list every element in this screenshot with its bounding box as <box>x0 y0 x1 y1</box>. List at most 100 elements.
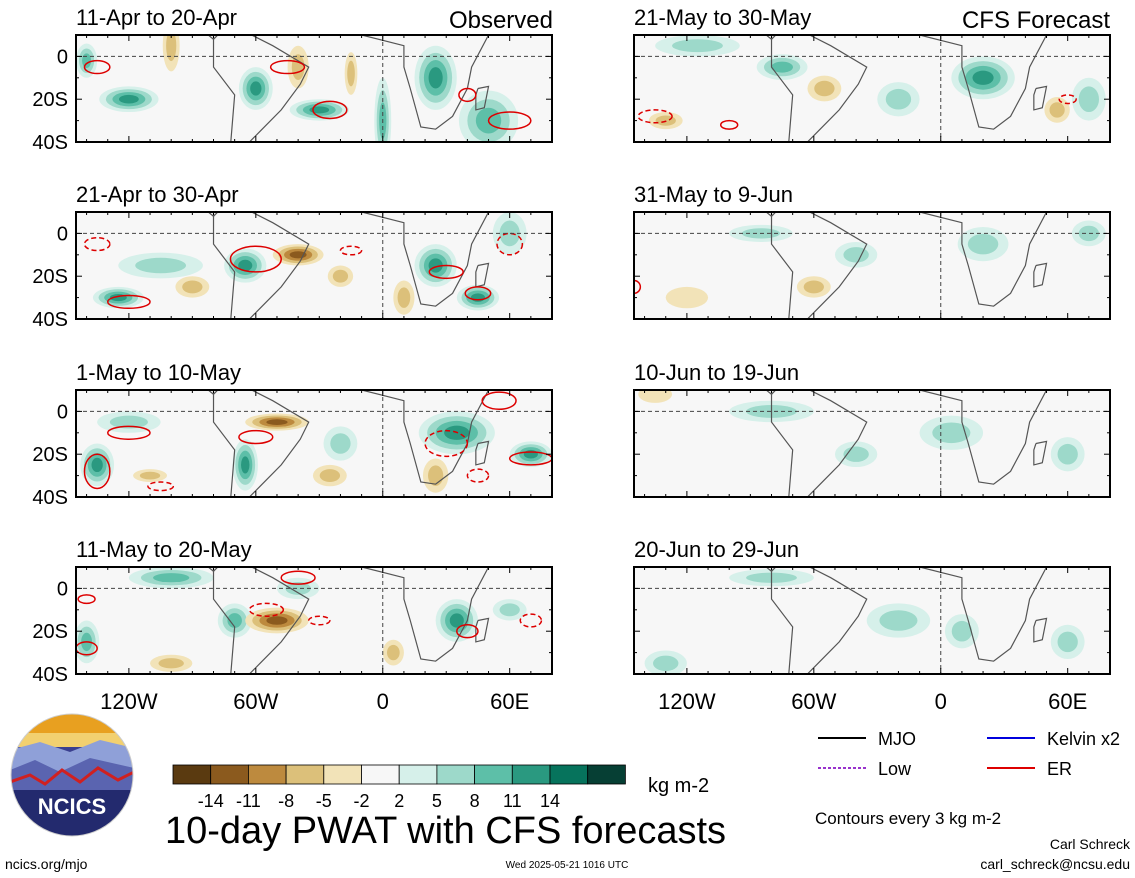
colorbar-swatch <box>436 764 475 785</box>
dry-anomaly <box>397 287 411 308</box>
colorbar-swatch <box>474 764 513 785</box>
er-contour <box>106 294 151 310</box>
colorbar-swatch <box>511 764 551 785</box>
panel-title: 21-May to 30-May <box>634 5 811 30</box>
coastline <box>1033 440 1048 466</box>
coastline <box>475 617 490 643</box>
y-tick-label: 40S <box>32 487 68 509</box>
coastline <box>212 567 310 674</box>
wet-anomaly <box>119 94 139 104</box>
wet-anomaly <box>1078 86 1099 113</box>
wet-anomaly <box>250 81 262 96</box>
x-tick-label: 60W <box>233 689 278 714</box>
coastlines <box>76 212 502 319</box>
er-contour <box>83 59 111 75</box>
dry-anomaly <box>139 471 161 480</box>
wet-anomaly <box>135 257 187 274</box>
colorbar-swatch <box>361 764 400 785</box>
er-contour <box>312 100 348 120</box>
wet-anomaly <box>91 457 103 473</box>
colorbar-label: -8 <box>278 791 294 811</box>
y-tick-label: 20S <box>32 444 68 466</box>
legend-label: Kelvin x2 <box>1047 729 1120 749</box>
er-contour <box>424 429 469 458</box>
wet-anomaly <box>885 88 912 110</box>
wet-anomaly <box>879 610 918 631</box>
dry-anomaly <box>332 269 349 283</box>
er-contour <box>466 468 490 483</box>
forecast-header: CFS Forecast <box>962 7 1110 34</box>
wet-anomaly <box>238 259 253 272</box>
coastlines <box>634 212 1060 319</box>
er-contour <box>248 602 285 617</box>
anomaly-field <box>665 220 1106 309</box>
legend: MJO Kelvin x2 Low ER <box>818 729 1120 779</box>
er-contour <box>83 236 111 252</box>
panel-title: 20-Jun to 29-Jun <box>634 537 799 562</box>
y-tick-label: 0 <box>57 578 68 600</box>
er-contour <box>307 615 331 626</box>
er-contour <box>637 109 673 124</box>
coastlines <box>76 390 502 497</box>
panel-fcst-3: 10-Jun to 19-Jun <box>633 360 1111 498</box>
x-tick-label: 60W <box>791 689 836 714</box>
colorbar-label: 11 <box>503 791 522 811</box>
footer-link[interactable]: ncics.org/mjo <box>5 856 88 872</box>
wet-anomaly <box>153 573 190 583</box>
dry-anomaly <box>158 658 184 669</box>
panel-frame <box>633 389 1111 498</box>
coastline <box>346 35 490 130</box>
y-tick-label: 40S <box>32 664 68 686</box>
wet-anomaly <box>932 422 971 444</box>
er-contour <box>428 264 464 280</box>
colorbar-swatch <box>549 764 589 785</box>
coastline <box>1033 262 1048 288</box>
y-tick-label: 0 <box>57 223 68 245</box>
wet-anomaly <box>653 655 679 672</box>
wet-anomaly <box>672 39 723 53</box>
panel-fcst-2: 31-May to 9-Jun <box>633 182 1111 320</box>
coastline <box>1046 212 1060 213</box>
panel-frame <box>633 566 1111 675</box>
wet-anomaly <box>227 613 242 628</box>
wet-anomaly <box>499 603 520 617</box>
wet-anomaly <box>109 415 148 429</box>
panel-frame <box>633 34 1111 143</box>
panel-obs-4: 11-May to 20-May 0 20S 40S 120W 60W 0 60E <box>32 537 553 714</box>
colorbar-swatch <box>247 764 287 785</box>
dry-anomaly <box>638 390 673 403</box>
x-tick-label: 60E <box>1048 689 1087 714</box>
dry-anomaly <box>266 419 288 425</box>
er-contour <box>481 391 517 411</box>
x-tick-label: 120W <box>100 689 158 714</box>
colorbar-label: -11 <box>236 791 261 811</box>
coastline <box>770 35 868 142</box>
colorbar-swatch <box>323 764 362 785</box>
er-contour <box>269 59 306 75</box>
footer-email[interactable]: carl_schreck@ncsu.edu <box>980 856 1130 872</box>
colorbar-units: kg m-2 <box>648 775 709 797</box>
wet-anomaly <box>309 106 330 114</box>
dry-anomaly <box>1049 102 1065 118</box>
coastline <box>212 35 310 142</box>
dry-anomaly <box>803 280 824 294</box>
panel-fcst-1: 21-May to 30-May <box>633 5 1111 143</box>
panel-title: 10-Jun to 19-Jun <box>634 360 799 385</box>
anomaly-field <box>76 567 527 672</box>
colorbar-swatch <box>398 764 438 785</box>
coastline <box>770 567 868 674</box>
colorbar-label: -2 <box>353 791 369 811</box>
coastline <box>904 35 1048 130</box>
er-contour <box>147 481 175 492</box>
wet-anomaly <box>951 620 973 642</box>
x-tick-label: 60E <box>490 689 529 714</box>
er-contour <box>634 279 642 295</box>
coastlines <box>634 390 1060 497</box>
coastline <box>770 390 868 497</box>
er-contour <box>106 425 151 440</box>
wet-anomaly <box>967 233 999 255</box>
colorbar-label: 8 <box>470 791 480 811</box>
er-contour <box>280 570 316 585</box>
dry-anomaly <box>319 469 341 483</box>
